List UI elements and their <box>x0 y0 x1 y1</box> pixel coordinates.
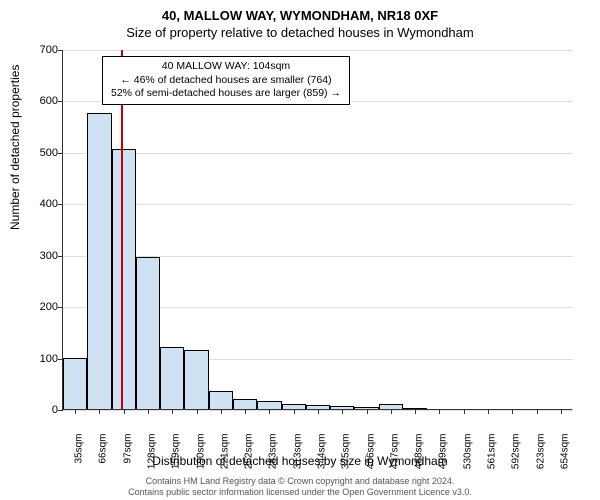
ytick-mark <box>58 101 63 102</box>
annotation-line2: ← 46% of detached houses are smaller (76… <box>111 74 341 88</box>
attribution-line1: Contains HM Land Registry data © Crown c… <box>0 476 600 487</box>
annotation-box: 40 MALLOW WAY: 104sqm ← 46% of detached … <box>102 56 350 105</box>
ytick-mark <box>58 153 63 154</box>
xtick-mark <box>512 409 513 414</box>
xtick-mark <box>439 409 440 414</box>
xtick-mark <box>342 409 343 414</box>
attribution-line2: Contains public sector information licen… <box>0 487 600 498</box>
ytick-mark <box>58 204 63 205</box>
annotation-line3: 52% of semi-detached houses are larger (… <box>111 87 341 101</box>
gridline <box>63 50 573 51</box>
xtick-mark <box>488 409 489 414</box>
ytick-mark <box>58 256 63 257</box>
bar <box>257 401 281 409</box>
ytick-label: 700 <box>18 44 58 56</box>
xtick-mark <box>561 409 562 414</box>
x-axis-label: Distribution of detached houses by size … <box>0 454 600 468</box>
gridline <box>63 204 573 205</box>
xtick-mark <box>269 409 270 414</box>
page-title: 40, MALLOW WAY, WYMONDHAM, NR18 0XF <box>0 0 600 23</box>
bar <box>63 358 87 409</box>
ytick-label: 300 <box>18 250 58 262</box>
xtick-mark <box>172 409 173 414</box>
xtick-mark <box>391 409 392 414</box>
chart-container: 40, MALLOW WAY, WYMONDHAM, NR18 0XF Size… <box>0 0 600 500</box>
xtick-mark <box>245 409 246 414</box>
ytick-label: 500 <box>18 147 58 159</box>
xtick-mark <box>367 409 368 414</box>
page-subtitle: Size of property relative to detached ho… <box>0 23 600 40</box>
bar <box>184 350 208 409</box>
xtick-mark <box>318 409 319 414</box>
ytick-label: 200 <box>18 301 58 313</box>
xtick-mark <box>221 409 222 414</box>
bar <box>87 113 111 409</box>
gridline <box>63 153 573 154</box>
ytick-mark <box>58 307 63 308</box>
xtick-mark <box>464 409 465 414</box>
plot-area: 010020030040050060070035sqm66sqm97sqm128… <box>62 50 572 410</box>
ytick-label: 0 <box>18 404 58 416</box>
ytick-label: 400 <box>18 198 58 210</box>
annotation-line1: 40 MALLOW WAY: 104sqm <box>111 60 341 74</box>
xtick-mark <box>99 409 100 414</box>
bar <box>160 347 184 409</box>
bar <box>233 399 257 409</box>
ytick-mark <box>58 50 63 51</box>
bar <box>112 149 136 409</box>
xtick-mark <box>148 409 149 414</box>
xtick-mark <box>197 409 198 414</box>
xtick-mark <box>537 409 538 414</box>
ytick-label: 100 <box>18 353 58 365</box>
ytick-mark <box>58 410 63 411</box>
xtick-mark <box>294 409 295 414</box>
attribution: Contains HM Land Registry data © Crown c… <box>0 476 600 498</box>
xtick-mark <box>415 409 416 414</box>
xtick-mark <box>75 409 76 414</box>
xtick-mark <box>124 409 125 414</box>
bar <box>136 257 160 409</box>
bar <box>209 391 233 409</box>
ytick-label: 600 <box>18 95 58 107</box>
